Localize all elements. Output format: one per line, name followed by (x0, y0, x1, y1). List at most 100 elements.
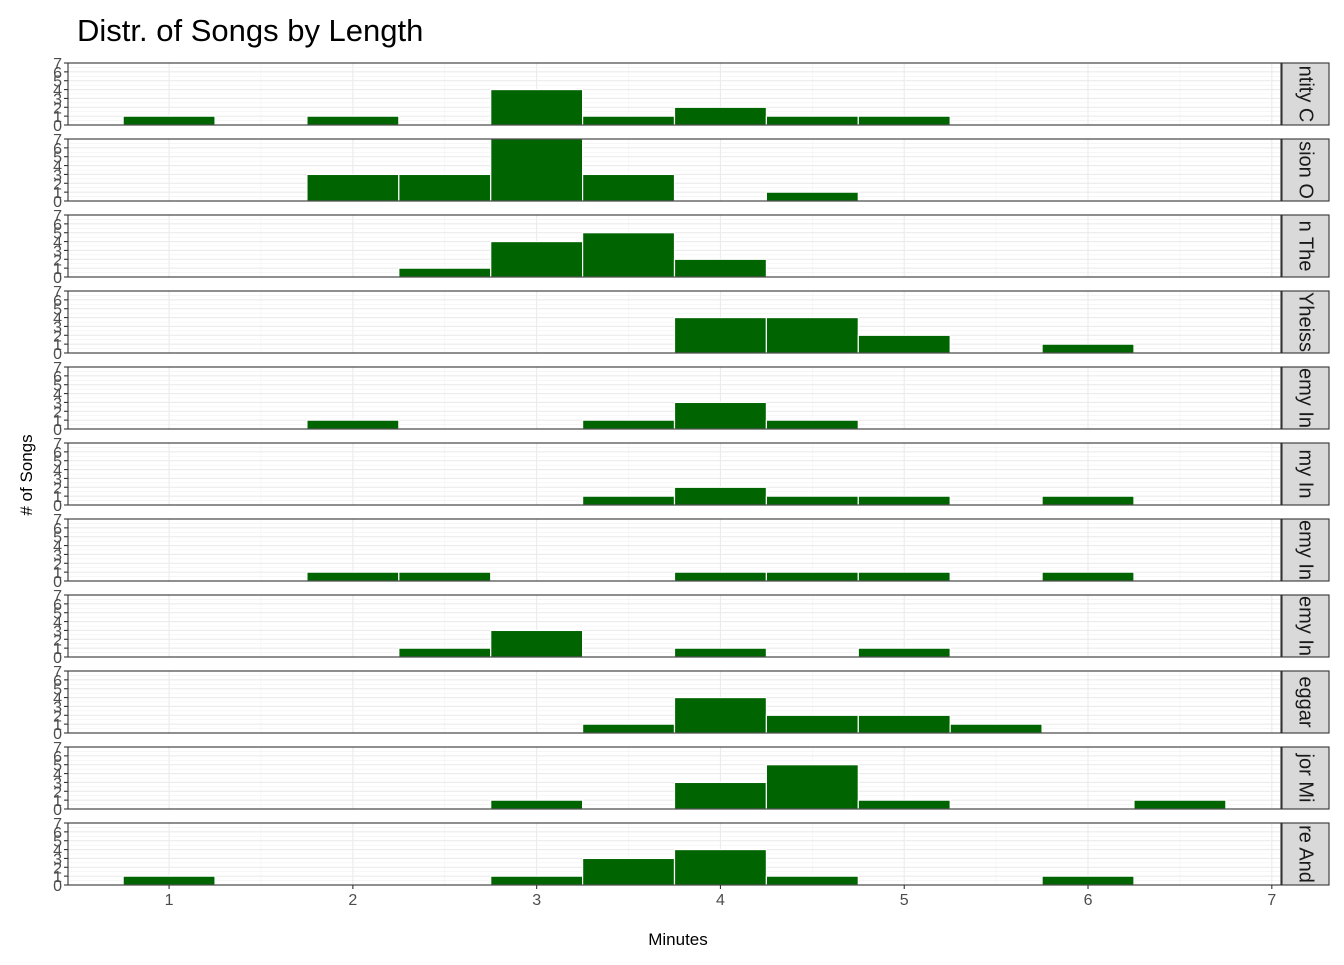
y-tick-label: 2 (53, 860, 62, 877)
histogram-bar (765, 495, 859, 506)
y-tick-label: 7 (53, 740, 62, 757)
y-tick-label: 1 (53, 793, 62, 810)
x-tick-label: 7 (1267, 892, 1276, 909)
y-tick-label: 3 (53, 775, 62, 792)
y-tick-label: 5 (53, 758, 62, 775)
histogram-bar (765, 764, 859, 810)
histogram-bar (765, 316, 859, 354)
y-tick-label: 0 (53, 118, 62, 135)
y-tick-label: 3 (53, 243, 62, 260)
histogram-bar (765, 419, 859, 430)
y-tick-label: 4 (53, 387, 62, 404)
histogram-bar (673, 647, 767, 658)
panel-border (67, 518, 1282, 582)
y-tick-label: 3 (53, 699, 62, 716)
x-tick-label: 1 (165, 892, 174, 909)
histogram-bar (1133, 799, 1227, 810)
y-tick-label: 4 (53, 311, 62, 328)
y-tick-label: 4 (53, 83, 62, 100)
y-tick-label: 3 (53, 471, 62, 488)
y-tick-label: 3 (53, 91, 62, 108)
panel-border (67, 442, 1282, 506)
histogram-bar (1041, 875, 1135, 886)
strip-label-group: jor Mi (1295, 753, 1317, 803)
histogram-bar (306, 173, 400, 202)
y-tick-label: 4 (53, 235, 62, 252)
x-tick-label: 2 (348, 892, 357, 909)
histogram-bar (673, 486, 767, 506)
facet-strip-label: Yheiss (1295, 292, 1317, 352)
facet-strip (1281, 290, 1330, 354)
histogram-bar (857, 115, 951, 126)
y-tick-label: 0 (53, 650, 62, 667)
histogram-bar (765, 714, 859, 734)
y-tick-label: 2 (53, 404, 62, 421)
y-tick-label: 7 (53, 512, 62, 529)
strip-label-group: eggar (1295, 676, 1317, 727)
y-tick-label: 6 (53, 141, 62, 158)
histogram-bar (122, 875, 216, 886)
histogram-bar (582, 723, 676, 734)
y-tick-label: 5 (53, 682, 62, 699)
histogram-bar (306, 419, 400, 430)
y-tick-label: 1 (53, 869, 62, 886)
histogram-bar (582, 173, 676, 202)
y-tick-label: 7 (53, 208, 62, 225)
histogram-bar (765, 571, 859, 582)
facet-strip-label: emy In (1295, 368, 1317, 428)
histogram-bar (398, 173, 492, 202)
x-tick-label: 5 (900, 892, 909, 909)
histogram-bar (857, 571, 951, 582)
histogram-bar (1041, 343, 1135, 354)
strip-label-group: emy In (1295, 596, 1317, 656)
y-tick-label: 0 (53, 194, 62, 211)
panel-border (67, 366, 1282, 430)
y-tick-label: 1 (53, 109, 62, 126)
y-tick-label: 3 (53, 623, 62, 640)
panel-border (67, 670, 1282, 734)
y-tick-label: 0 (53, 498, 62, 515)
y-axis-title: # of Songs (17, 434, 36, 515)
y-tick-label: 5 (53, 150, 62, 167)
facet-strip-label: sion O (1295, 141, 1317, 199)
y-tick-label: 2 (53, 176, 62, 193)
histogram-bar (673, 258, 767, 278)
facet-strip-label: jor Mi (1295, 753, 1317, 803)
histogram-bar (398, 647, 492, 658)
y-tick-label: 1 (53, 261, 62, 278)
x-tick-label: 3 (532, 892, 541, 909)
y-tick-label: 5 (53, 74, 62, 91)
strip-label-group: ntity C (1295, 66, 1317, 123)
histogram-bar (857, 495, 951, 506)
histogram-bar (490, 240, 584, 278)
y-tick-label: 7 (53, 664, 62, 681)
y-tick-label: 5 (53, 834, 62, 851)
y-tick-label: 6 (53, 217, 62, 234)
histogram-bar (765, 115, 859, 126)
histogram-bar (765, 875, 859, 886)
facet-strip (1281, 670, 1330, 734)
y-tick-label: 2 (53, 100, 62, 117)
y-tick-label: 1 (53, 185, 62, 202)
y-tick-label: 4 (53, 463, 62, 480)
histogram-bar (490, 875, 584, 886)
facet-strip-label: n The (1295, 221, 1317, 272)
histogram-bar (306, 115, 400, 126)
histogram-bar (490, 138, 584, 202)
facet-strip-label: emy In (1295, 520, 1317, 580)
histogram-bar (122, 115, 216, 126)
y-tick-label: 6 (53, 749, 62, 766)
y-tick-label: 4 (53, 843, 62, 860)
facet-strip-label: re And (1295, 825, 1317, 883)
y-tick-label: 1 (53, 641, 62, 658)
histogram-bar (398, 571, 492, 582)
y-tick-label: 2 (53, 784, 62, 801)
